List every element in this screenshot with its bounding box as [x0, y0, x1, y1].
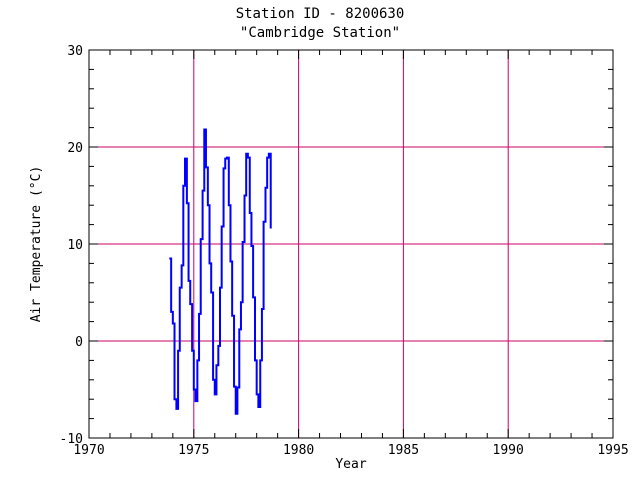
x-tick-label: 1990	[493, 443, 524, 458]
chart-subtitle: "Cambridge Station"	[239, 25, 401, 41]
y-axis-label: Air Temperature (°C)	[29, 166, 44, 323]
series-line	[169, 128, 272, 415]
y-tick-label: 0	[75, 335, 83, 350]
y-tick-label: 20	[67, 141, 83, 156]
x-tick-label: 1985	[388, 443, 419, 458]
x-tick-label: 1995	[597, 443, 628, 458]
chart-title: Station ID - 8200630	[235, 6, 405, 22]
x-axis-label: Year	[335, 457, 366, 472]
y-tick-label: 30	[67, 44, 83, 59]
plot-frame	[88, 49, 614, 439]
y-tick-label: 10	[67, 238, 83, 253]
y-tick-label: -10	[60, 432, 83, 447]
x-tick-label: 1970	[73, 443, 104, 458]
x-tick-label: 1975	[178, 443, 209, 458]
x-tick-label: 1980	[283, 443, 314, 458]
